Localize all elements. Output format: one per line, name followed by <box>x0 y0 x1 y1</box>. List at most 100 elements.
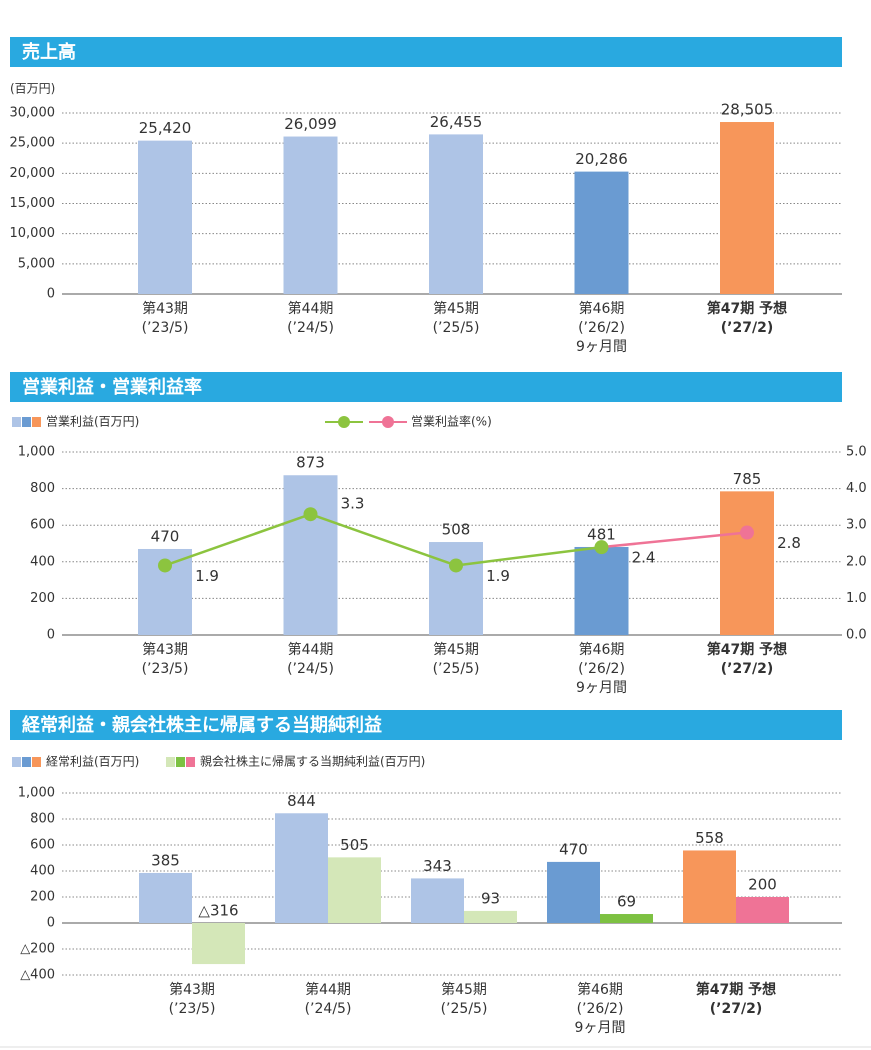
bar <box>574 546 629 635</box>
legend-swatch <box>176 757 185 767</box>
y-tick-label: 10,000 <box>10 226 56 241</box>
x-tick-label: 第43期 (’23/5) <box>168 982 216 1017</box>
bar <box>138 140 192 294</box>
value-label: 93 <box>481 889 500 907</box>
line-segment <box>601 531 748 549</box>
y-tick-label: 1,000 <box>18 786 55 801</box>
value-label: 385 <box>151 851 180 869</box>
value-label: 785 <box>733 470 762 488</box>
section-header <box>10 372 842 402</box>
x-tick-label: 第44期 (’24/5) <box>304 982 352 1017</box>
value-label: 28,505 <box>721 101 774 119</box>
y-tick-label: △200 <box>20 942 55 957</box>
y-tick-label: 0 <box>47 628 55 643</box>
legend-swatch <box>32 417 41 427</box>
y-tick-label: 200 <box>30 591 55 606</box>
bar <box>139 872 192 923</box>
x-tick-label: 第46期 (’26/2) 9ヶ月間 <box>574 982 626 1036</box>
x-tick-label: 第46期 (’26/2) 9ヶ月間 <box>576 642 627 696</box>
value-label: 873 <box>296 454 325 472</box>
section-header <box>10 37 842 67</box>
bar <box>283 475 338 635</box>
y2-tick-label: 3.0 <box>846 518 867 533</box>
value-label: 844 <box>287 792 316 810</box>
legend-swatch <box>12 417 21 427</box>
legend-marker <box>382 416 394 428</box>
y2-tick-label: 4.0 <box>846 481 867 496</box>
y2-tick-label: 2.0 <box>846 554 867 569</box>
bar <box>464 910 517 923</box>
y-unit: (百万円) <box>10 82 55 96</box>
legend-marker <box>338 416 350 428</box>
y-tick-label: 200 <box>30 890 55 905</box>
bar <box>736 897 789 923</box>
bar <box>429 542 483 635</box>
line-point <box>594 540 609 555</box>
bar <box>275 813 328 923</box>
legend-swatch <box>22 757 31 767</box>
value-label: 505 <box>340 836 369 854</box>
line-value-label: 2.4 <box>632 549 656 567</box>
line-value-label: 1.9 <box>195 567 219 585</box>
x-tick-label: 第44期 (’24/5) <box>287 301 334 336</box>
line-point <box>303 507 318 522</box>
line-value-label: 3.3 <box>341 495 365 513</box>
section-title: 売上高 <box>22 41 76 63</box>
value-label: 20,286 <box>575 150 628 168</box>
y-tick-label: 400 <box>30 864 55 879</box>
bar <box>411 878 464 923</box>
y-tick-label: △400 <box>20 968 55 983</box>
y-tick-label: 25,000 <box>10 136 56 151</box>
bar <box>574 171 629 294</box>
line-segment <box>310 513 457 567</box>
value-label: 200 <box>748 876 777 894</box>
x-tick-label: 第45期 (’25/5) <box>432 642 480 677</box>
x-tick-label: 第47期 予想 (’27/2) <box>695 982 777 1017</box>
x-tick-label: 第45期 (’25/5) <box>440 982 488 1017</box>
value-label: 558 <box>695 829 724 847</box>
y-tick-label: 30,000 <box>10 106 56 121</box>
x-tick-label: 第45期 (’25/5) <box>432 301 480 336</box>
bar <box>720 122 774 294</box>
legend-label: 親会社株主に帰属する当期純利益(百万円) <box>200 754 425 769</box>
y-tick-label: 1,000 <box>18 445 55 460</box>
value-label: 508 <box>442 521 471 539</box>
section-title: 経常利益・親会社株主に帰属する当期純利益 <box>22 714 382 736</box>
value-label: 69 <box>617 893 636 911</box>
x-tick-label: 第46期 (’26/2) 9ヶ月間 <box>576 301 627 355</box>
y-tick-label: 800 <box>30 481 55 496</box>
y-tick-label: 800 <box>30 812 55 827</box>
line-segment <box>164 513 311 567</box>
y-tick-label: 600 <box>30 838 55 853</box>
value-label: 26,099 <box>284 115 337 133</box>
bar <box>683 850 736 923</box>
x-tick-label: 第43期 (’23/5) <box>141 301 189 336</box>
x-tick-label: 第47期 予想 (’27/2) <box>706 301 788 336</box>
x-tick-label: 第43期 (’23/5) <box>141 642 189 677</box>
y-tick-label: 0 <box>47 287 55 302</box>
bar <box>600 914 653 923</box>
y-tick-label: 20,000 <box>10 166 56 181</box>
value-label: 25,420 <box>139 119 192 137</box>
y2-tick-label: 0.0 <box>846 628 867 643</box>
value-label: 343 <box>423 857 452 875</box>
value-label: △316 <box>198 902 238 920</box>
bar <box>547 861 600 923</box>
bar <box>720 491 774 635</box>
y-tick-label: 400 <box>30 554 55 569</box>
legend-swatch <box>12 757 21 767</box>
value-label: 481 <box>587 525 616 543</box>
line-segment <box>455 545 602 567</box>
legend-swatch <box>186 757 195 767</box>
y-tick-label: 5,000 <box>18 256 55 271</box>
section-header <box>10 710 842 740</box>
y-tick-label: 0 <box>47 916 55 931</box>
legend-swatch <box>166 757 175 767</box>
y-tick-label: 600 <box>30 518 55 533</box>
value-label: 470 <box>559 840 588 858</box>
legend-label: 経常利益(百万円) <box>46 755 139 769</box>
legend-label: 営業利益(百万円) <box>46 415 139 429</box>
bar <box>283 136 338 294</box>
